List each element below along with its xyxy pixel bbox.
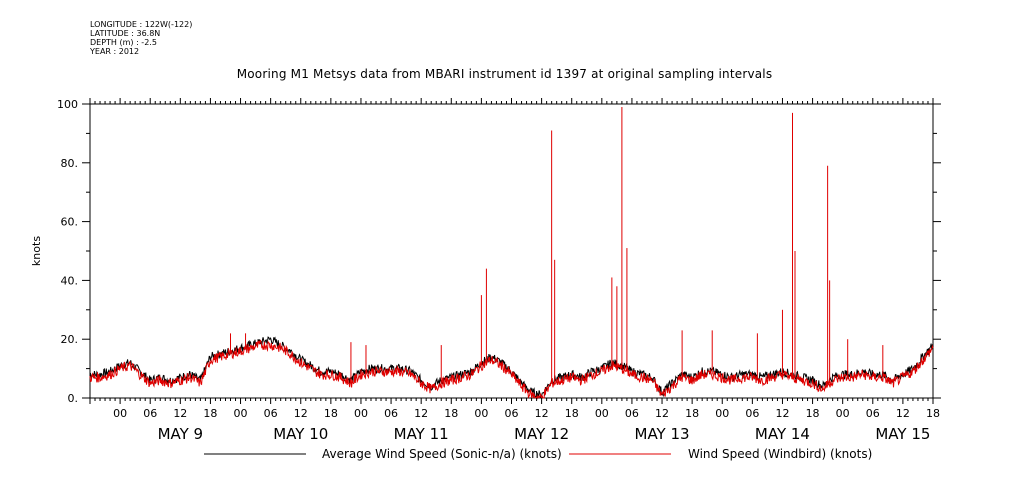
y-tick-label: 80.	[61, 157, 79, 170]
x-day-label: MAY 9	[158, 425, 204, 443]
x-hour-label: 00	[474, 407, 488, 420]
legend-label-average: Average Wind Speed (Sonic-n/a) (knots)	[322, 447, 562, 461]
metadata-block: LONGITUDE : 122W(-122) LATITUDE : 36.8N …	[90, 20, 192, 56]
windbird-wind-line	[89, 339, 934, 400]
x-hour-label: 18	[565, 407, 579, 420]
ticks: 0. 20. 40. 60. 80. 100 knots 00 06 12 18 00 06 12 18 00…	[30, 98, 941, 443]
x-hour-label: 12	[896, 407, 910, 420]
x-day-label: MAY 14	[755, 425, 810, 443]
x-hour-label: 18	[324, 407, 338, 420]
meta-year: YEAR : 2012	[90, 47, 140, 56]
x-hour-label: 06	[264, 407, 278, 420]
x-day-label: MAY 10	[273, 425, 328, 443]
average-wind-line	[89, 336, 934, 400]
x-hour-label: 06	[143, 407, 157, 420]
x-hour-label: 12	[535, 407, 549, 420]
chart-title: Mooring M1 Metsys data from MBARI instru…	[236, 67, 773, 81]
x-day-label: MAY 12	[514, 425, 569, 443]
legend: Average Wind Speed (Sonic-n/a) (knots) Wi…	[204, 447, 872, 461]
y-axis-label: knots	[30, 236, 43, 266]
x-hour-label: 00	[715, 407, 729, 420]
x-day-label: MAY 15	[875, 425, 930, 443]
x-hour-label: 06	[745, 407, 759, 420]
series-average-wind-speed	[89, 336, 934, 400]
meta-latitude: LATITUDE : 36.8N	[90, 29, 161, 38]
x-hour-label: 06	[384, 407, 398, 420]
meta-longitude: LONGITUDE : 122W(-122)	[90, 20, 193, 29]
y-tick-label: 60.	[61, 216, 79, 229]
series-windbird-wind-speed	[89, 106, 934, 400]
x-hour-label: 06	[625, 407, 639, 420]
x-hour-label: 12	[414, 407, 428, 420]
x-day-label: MAY 13	[635, 425, 690, 443]
x-hour-label: 12	[294, 407, 308, 420]
legend-label-windbird: Wind Speed (Windbird) (knots)	[688, 447, 872, 461]
y-tick-label: 40.	[61, 274, 79, 287]
x-hour-label: 00	[113, 407, 127, 420]
y-tick-label: 20.	[61, 333, 79, 346]
x-hour-label: 12	[173, 407, 187, 420]
x-hour-label: 18	[926, 407, 940, 420]
x-hour-label: 00	[354, 407, 368, 420]
x-hour-label: 18	[685, 407, 699, 420]
x-hour-label: 00	[234, 407, 248, 420]
x-hour-label: 00	[595, 407, 609, 420]
x-hour-label: 18	[806, 407, 820, 420]
x-hour-label: 18	[203, 407, 217, 420]
x-day-label: MAY 11	[394, 425, 449, 443]
x-hour-label: 18	[444, 407, 458, 420]
x-hour-label: 00	[836, 407, 850, 420]
x-hour-label: 06	[505, 407, 519, 420]
x-hour-label: 12	[655, 407, 669, 420]
x-hour-label: 12	[775, 407, 789, 420]
y-tick-label: 0.	[68, 392, 79, 405]
y-tick-label: 100	[57, 98, 78, 111]
meta-depth: DEPTH (m) : -2.5	[90, 38, 157, 47]
x-hour-label: 06	[866, 407, 880, 420]
